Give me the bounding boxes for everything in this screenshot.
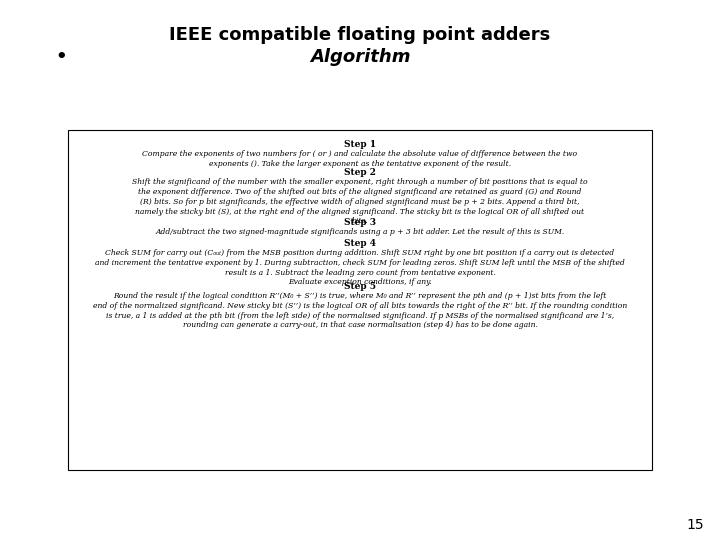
Text: Check SUM for carry out (Cₒᵤₜ) from the MSB position during addition. Shift SUM : Check SUM for carry out (Cₒᵤₜ) from the … <box>95 249 625 286</box>
Text: Step 2: Step 2 <box>344 168 376 177</box>
Text: Round the result if the logical condition R’’(M₀ + S’’) is true, where M₀ and R’: Round the result if the logical conditio… <box>93 292 627 329</box>
Text: IEEE compatible floating point adders: IEEE compatible floating point adders <box>169 26 551 44</box>
Text: 15: 15 <box>686 518 703 532</box>
Text: Compare the exponents of two numbers for ( or ) and calculate the absolute value: Compare the exponents of two numbers for… <box>143 150 577 168</box>
Text: Step 1: Step 1 <box>344 140 376 149</box>
Text: Add/subtract the two signed-magnitude significands using a p + 3 bit adder. Let : Add/subtract the two signed-magnitude si… <box>156 228 564 237</box>
Text: •: • <box>55 48 67 66</box>
Text: Algorithm: Algorithm <box>310 48 410 66</box>
Text: Step 5: Step 5 <box>344 281 376 291</box>
Text: Step 4: Step 4 <box>344 239 376 248</box>
Text: Step 3: Step 3 <box>344 218 376 227</box>
Text: Shift the significand of the number with the smaller exponent, right through a n: Shift the significand of the number with… <box>132 178 588 225</box>
